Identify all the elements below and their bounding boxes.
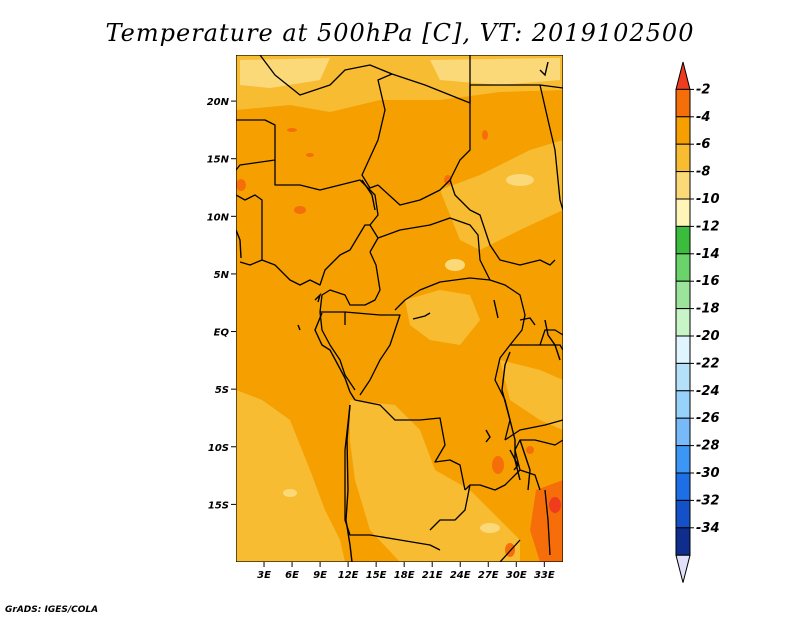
colorbar-label: -22: [696, 356, 720, 371]
map-axes: 3E 6E 9E 12E 15E 18E 21E 24E 27E 30E 33E 20N 15N 10N 5…: [207, 97, 555, 581]
lon-tick-label: 9E: [313, 570, 327, 581]
lat-tick-label: 15S: [208, 500, 229, 511]
colorbar-swatch: [675, 308, 691, 337]
lon-tick-label: 15E: [366, 570, 387, 581]
colorbar-swatch: [675, 280, 691, 310]
lon-tick-label: 12E: [338, 570, 359, 581]
map-panel: [236, 55, 563, 562]
colorbar-label: -24: [696, 384, 720, 399]
colorbar-swatch: [675, 253, 691, 282]
colorbar-swatch: [675, 362, 691, 392]
lon-tick-label: 24E: [450, 570, 471, 581]
lat-tick-label: 10S: [208, 443, 229, 454]
colorbar-label: -10: [696, 192, 720, 207]
colorbar-label: -2: [696, 82, 710, 97]
colorbar-swatch: [675, 335, 691, 364]
lat-tick-label: 15N: [207, 155, 230, 166]
lon-tick-label: 33E: [534, 570, 555, 581]
lon-tick-label: 6E: [285, 570, 299, 581]
colorbar: -2 -4 -6 -8 -10 -12 -14 -16 -18 -20 -22 -24 -26 -28 -3…: [675, 61, 720, 583]
colorbar-label: -32: [696, 493, 720, 508]
lon-tick-label: 30E: [506, 570, 527, 581]
colorbar-bottom-arrow: [675, 554, 691, 583]
country-borders: [236, 55, 563, 562]
colorbar-swatch: [675, 116, 691, 145]
lat-tick-label: 10N: [207, 212, 230, 223]
lat-tick-label: EQ: [214, 328, 230, 339]
colorbar-label: -4: [696, 110, 710, 125]
lon-tick-label: 3E: [257, 570, 271, 581]
colorbar-label: -14: [696, 247, 720, 262]
temperature-region-light: [236, 55, 563, 562]
colorbar-swatch: [675, 390, 691, 419]
colorbar-label: -28: [696, 439, 720, 454]
lon-tick-label: 18E: [394, 570, 415, 581]
colorbar-label: -16: [696, 274, 720, 289]
colorbar-label: -8: [696, 165, 710, 180]
colorbar-label: -12: [696, 219, 720, 234]
coastline: [236, 61, 561, 562]
colorbar-label: -30: [696, 466, 720, 481]
colorbar-swatch: [675, 445, 691, 474]
grads-credit: GrADS: IGES/COLA: [5, 605, 98, 615]
lat-tick-label: 5S: [215, 385, 229, 396]
colorbar-swatch: [675, 225, 691, 255]
lon-tick-label: 21E: [422, 570, 443, 581]
lon-tick-label: 27E: [478, 570, 499, 581]
colorbar-label: -6: [696, 137, 710, 152]
lat-tick-label: 20N: [207, 97, 230, 108]
colorbar-swatch: [675, 143, 691, 173]
map-title: Temperature at 500hPa [C], VT: 201910250…: [106, 19, 695, 47]
colorbar-label: -34: [696, 521, 720, 536]
temperature-region-pale: [240, 58, 560, 533]
temperature-region-warm: [236, 128, 563, 562]
colorbar-swatch: [675, 499, 691, 529]
colorbar-swatch: [675, 198, 691, 227]
colorbar-label: -18: [696, 302, 720, 317]
colorbar-label: -20: [696, 329, 720, 344]
colorbar-swatch: [675, 417, 691, 447]
colorbar-swatch: [675, 88, 691, 118]
colorbar-top-arrow: [675, 61, 691, 90]
colorbar-swatch: [675, 171, 691, 200]
colorbar-label: -26: [696, 411, 720, 426]
lat-tick-label: 5N: [214, 270, 230, 281]
colorbar-swatch: [675, 527, 691, 556]
colorbar-swatch: [675, 472, 691, 501]
